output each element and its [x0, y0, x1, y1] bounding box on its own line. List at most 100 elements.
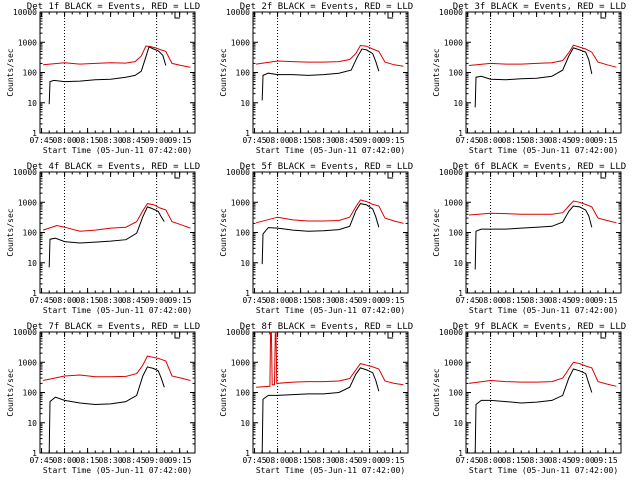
y-tick-label: 10	[27, 419, 37, 428]
y-tick-label: 10000	[439, 168, 463, 177]
x-tick-label: 07:45	[242, 296, 266, 305]
x-tick-label: 08:00	[266, 296, 290, 305]
time-marker	[174, 172, 180, 179]
x-tick-label: 08:45	[335, 296, 359, 305]
x-tick-label: 08:15	[289, 456, 313, 465]
x-axis-label: Start Time (05-Jun-11 07:42:00)	[256, 466, 405, 475]
x-tick-label: 08:00	[53, 456, 77, 465]
x-axis-label: Start Time (05-Jun-11 07:42:00)	[43, 146, 192, 155]
x-tick-label: 09:00	[145, 456, 169, 465]
panel-title: Det 2f BLACK = Events, RED = LLD	[240, 2, 413, 12]
series-line-lld	[469, 361, 617, 387]
series-line-lld	[469, 44, 617, 68]
y-tick-label: 10	[27, 259, 37, 268]
y-tick-label: 1	[245, 289, 250, 298]
plot-frame	[252, 171, 409, 294]
x-tick-label: 07:45	[29, 456, 53, 465]
chart-panel-6: Det 6f BLACK = Events, RED = LLD 1 10 100 10…	[432, 162, 626, 315]
y-axis-label: Counts/sec	[6, 48, 15, 96]
x-tick-label: 08:30	[99, 456, 123, 465]
y-tick-label: 10000	[226, 168, 250, 177]
x-tick-label: 09:15	[594, 456, 618, 465]
y-tick-label: 10000	[439, 328, 463, 337]
chart-panel-3: Det 3f BLACK = Events, RED = LLD 1 10 100 10…	[432, 2, 626, 155]
series-line-events	[261, 203, 380, 265]
x-tick-label: 07:45	[29, 296, 53, 305]
x-tick-label: 09:15	[168, 296, 192, 305]
panel-title: Det 6f BLACK = Events, RED = LLD	[453, 162, 626, 172]
x-tick-label: 09:15	[594, 296, 618, 305]
x-tick-label: 07:45	[455, 296, 479, 305]
y-tick-label: 100	[449, 389, 464, 398]
plot-frame	[465, 331, 622, 454]
y-tick-label: 10000	[439, 8, 463, 17]
x-tick-label: 08:30	[525, 136, 549, 145]
time-marker	[600, 172, 606, 179]
x-tick-label: 09:00	[358, 296, 382, 305]
series-line-events	[261, 48, 380, 101]
series-line-lld	[43, 45, 191, 68]
y-tick-label: 1	[32, 289, 37, 298]
x-axis-label: Start Time (05-Jun-11 07:42:00)	[256, 146, 405, 155]
x-tick-label: 08:00	[479, 296, 503, 305]
x-tick-label: 08:45	[122, 456, 146, 465]
x-tick-label: 08:30	[312, 136, 336, 145]
series-line-lld	[256, 331, 404, 388]
x-tick-label: 08:15	[76, 296, 100, 305]
x-tick-label: 08:00	[266, 136, 290, 145]
x-tick-label: 08:30	[99, 136, 123, 145]
x-tick-label: 08:45	[335, 456, 359, 465]
y-tick-label: 10000	[226, 328, 250, 337]
y-tick-label: 10	[453, 419, 463, 428]
panel-title: Det 5f BLACK = Events, RED = LLD	[240, 162, 413, 172]
x-tick-label: 08:45	[548, 456, 572, 465]
chart-panel-2: Det 2f BLACK = Events, RED = LLD 1 10 100 10…	[219, 2, 413, 155]
x-tick-label: 08:30	[525, 456, 549, 465]
series-line-events	[261, 367, 380, 454]
x-axis-label: Start Time (05-Jun-11 07:42:00)	[43, 306, 192, 315]
y-tick-label: 1000	[18, 38, 37, 47]
x-tick-label: 09:15	[594, 136, 618, 145]
y-tick-label: 1000	[444, 198, 463, 207]
plot-frame	[39, 331, 196, 454]
y-tick-label: 1	[245, 129, 250, 138]
x-axis-label: Start Time (05-Jun-11 07:42:00)	[256, 306, 405, 315]
chart-panel-9: Det 9f BLACK = Events, RED = LLD 1 10 100 10…	[432, 322, 626, 475]
x-tick-label: 07:45	[242, 456, 266, 465]
x-tick-label: 08:00	[479, 136, 503, 145]
y-tick-label: 10	[240, 259, 250, 268]
time-marker	[600, 332, 606, 339]
y-axis-label: Counts/sec	[432, 208, 441, 256]
series-line-events	[48, 206, 165, 268]
y-tick-label: 100	[236, 389, 251, 398]
x-axis-label: Start Time (05-Jun-11 07:42:00)	[469, 146, 618, 155]
panel-title: Det 1f BLACK = Events, RED = LLD	[27, 2, 200, 12]
x-tick-label: 07:45	[455, 136, 479, 145]
x-tick-label: 07:45	[29, 136, 53, 145]
panel-title: Det 7f BLACK = Events, RED = LLD	[27, 322, 200, 332]
y-tick-label: 1	[458, 129, 463, 138]
y-tick-label: 100	[23, 389, 38, 398]
plot-frame	[39, 11, 196, 134]
series-line-lld	[256, 44, 404, 67]
y-tick-label: 100	[449, 229, 464, 238]
x-tick-label: 08:15	[502, 456, 526, 465]
chart-panel-1: Det 1f BLACK = Events, RED = LLD 1 10 100 10…	[6, 2, 200, 155]
chart-panel-4: Det 4f BLACK = Events, RED = LLD 1 10 100 10…	[6, 162, 200, 315]
series-line-lld	[255, 199, 404, 224]
y-tick-label: 1000	[18, 358, 37, 367]
x-tick-label: 08:15	[502, 296, 526, 305]
y-tick-label: 1000	[231, 198, 250, 207]
panel-title: Det 3f BLACK = Events, RED = LLD	[453, 2, 626, 12]
series-line-events	[48, 46, 167, 105]
series-line-events	[48, 366, 165, 454]
y-tick-label: 100	[23, 229, 38, 238]
y-tick-label: 10000	[13, 168, 37, 177]
y-tick-label: 1	[458, 289, 463, 298]
x-tick-label: 09:00	[145, 296, 169, 305]
y-tick-label: 1	[32, 449, 37, 458]
x-tick-label: 08:45	[548, 136, 572, 145]
x-tick-label: 08:45	[335, 136, 359, 145]
y-axis-label: Counts/sec	[219, 208, 228, 256]
series-line-events	[474, 368, 593, 454]
